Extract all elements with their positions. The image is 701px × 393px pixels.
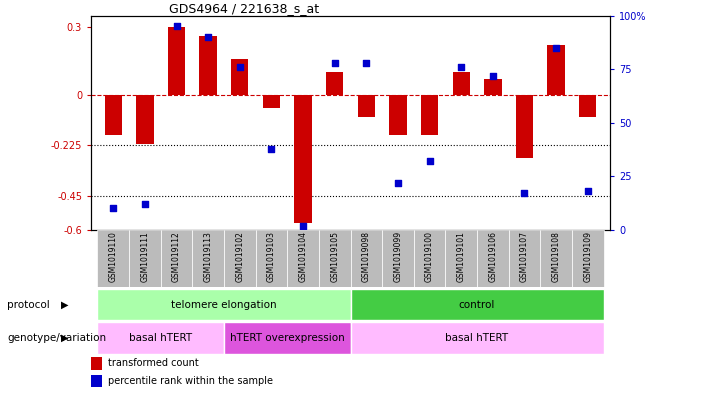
Bar: [453, 72, 470, 95]
Bar: [168, 27, 185, 95]
Bar: [91, 375, 102, 387]
Bar: [382, 230, 414, 287]
Bar: [326, 72, 343, 95]
Text: GSM1019100: GSM1019100: [425, 231, 434, 282]
Point: [266, 145, 277, 152]
Bar: [91, 357, 102, 369]
Bar: [294, 95, 312, 223]
Text: GSM1019102: GSM1019102: [236, 231, 244, 282]
Point: [582, 188, 593, 195]
Point: [487, 73, 498, 79]
Text: GSM1019107: GSM1019107: [520, 231, 529, 282]
Bar: [477, 230, 509, 287]
Text: basal hTERT: basal hTERT: [445, 333, 509, 343]
Text: GSM1019101: GSM1019101: [457, 231, 465, 282]
Point: [519, 190, 530, 196]
Point: [361, 60, 372, 66]
Bar: [358, 95, 375, 117]
Bar: [97, 289, 350, 320]
Bar: [445, 230, 477, 287]
Bar: [97, 322, 224, 354]
Bar: [350, 230, 382, 287]
Text: telomere elongation: telomere elongation: [171, 299, 277, 310]
Bar: [389, 95, 407, 135]
Bar: [104, 95, 122, 135]
Text: ▶: ▶: [61, 333, 68, 343]
Bar: [231, 59, 248, 95]
Bar: [572, 230, 604, 287]
Text: GSM1019113: GSM1019113: [204, 231, 212, 282]
Bar: [224, 322, 350, 354]
Bar: [200, 36, 217, 95]
Text: GSM1019099: GSM1019099: [393, 231, 402, 282]
Text: hTERT overexpression: hTERT overexpression: [230, 333, 345, 343]
Text: control: control: [459, 299, 495, 310]
Point: [393, 180, 404, 186]
Text: GSM1019111: GSM1019111: [140, 231, 149, 282]
Text: protocol: protocol: [7, 299, 50, 310]
Point: [456, 64, 467, 70]
Point: [329, 60, 340, 66]
Text: GSM1019103: GSM1019103: [267, 231, 276, 282]
Text: GSM1019106: GSM1019106: [489, 231, 497, 282]
Point: [234, 64, 245, 70]
Bar: [256, 230, 287, 287]
Bar: [579, 95, 597, 117]
Bar: [350, 289, 604, 320]
Text: GSM1019109: GSM1019109: [583, 231, 592, 282]
Bar: [97, 230, 129, 287]
Text: ▶: ▶: [61, 299, 68, 310]
Point: [297, 222, 308, 229]
Text: GSM1019104: GSM1019104: [299, 231, 308, 282]
Bar: [540, 230, 572, 287]
Bar: [129, 230, 161, 287]
Bar: [421, 95, 438, 135]
Point: [424, 158, 435, 165]
Bar: [547, 45, 565, 95]
Bar: [414, 230, 445, 287]
Bar: [319, 230, 350, 287]
Bar: [136, 95, 154, 144]
Text: basal hTERT: basal hTERT: [129, 333, 192, 343]
Text: percentile rank within the sample: percentile rank within the sample: [108, 376, 273, 386]
Bar: [263, 95, 280, 108]
Bar: [161, 230, 192, 287]
Text: GSM1019105: GSM1019105: [330, 231, 339, 282]
Point: [108, 205, 119, 211]
Text: GDS4964 / 221638_s_at: GDS4964 / 221638_s_at: [169, 2, 319, 15]
Text: GSM1019108: GSM1019108: [552, 231, 561, 282]
Text: GSM1019112: GSM1019112: [172, 231, 181, 282]
Text: GSM1019110: GSM1019110: [109, 231, 118, 282]
Bar: [509, 230, 540, 287]
Bar: [350, 322, 604, 354]
Bar: [224, 230, 256, 287]
Bar: [484, 79, 501, 95]
Point: [550, 45, 562, 51]
Text: transformed count: transformed count: [108, 358, 199, 368]
Bar: [287, 230, 319, 287]
Bar: [516, 95, 533, 158]
Text: genotype/variation: genotype/variation: [7, 333, 106, 343]
Point: [139, 201, 151, 208]
Text: GSM1019098: GSM1019098: [362, 231, 371, 282]
Bar: [192, 230, 224, 287]
Point: [203, 34, 214, 40]
Point: [171, 23, 182, 29]
